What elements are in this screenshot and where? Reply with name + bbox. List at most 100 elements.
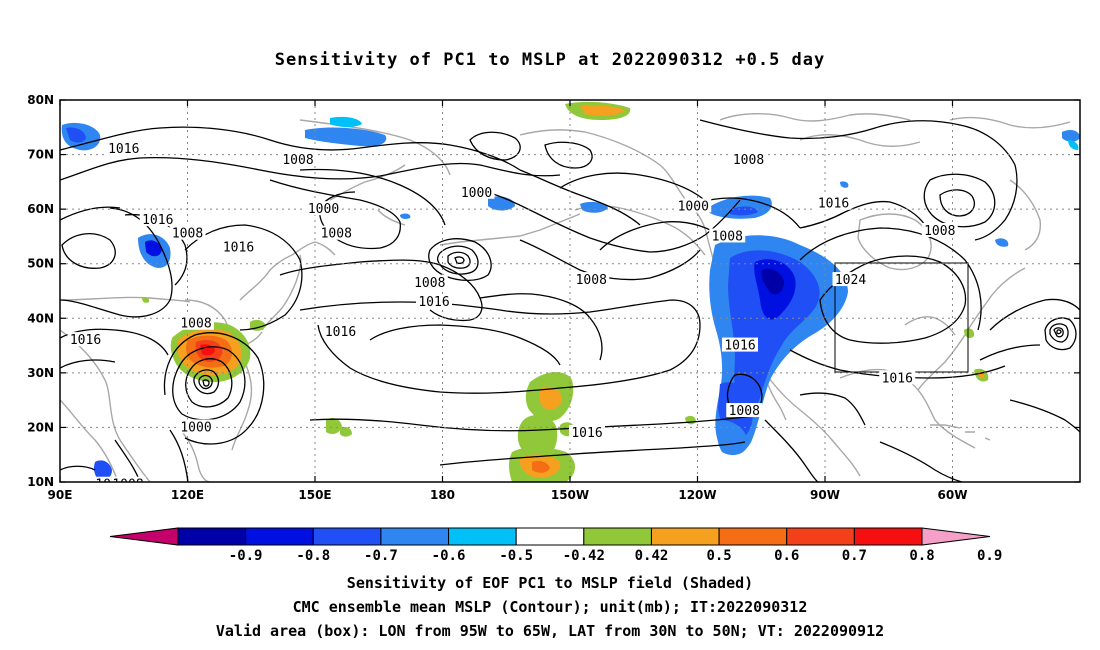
contour-label: 1008 — [172, 227, 203, 242]
contour-label-bg — [220, 239, 257, 254]
contour-label: 1000 — [678, 199, 709, 214]
contour-label-bg — [139, 212, 176, 227]
contour-label: 1016 — [418, 295, 449, 310]
lon-label: 90E — [48, 488, 73, 502]
contour-label: 1000 — [308, 202, 339, 217]
contour-label: 1016 — [142, 213, 173, 228]
colorbar-segment — [583, 527, 652, 546]
contour-label: 1016 — [882, 371, 913, 386]
contour-label: 1016 — [818, 197, 849, 212]
graticule — [60, 100, 1080, 482]
contour-label-bg — [318, 225, 355, 240]
contour-label-bg — [458, 184, 495, 199]
longitude-labels: 90E 120E 150E 180 150W 120W 90W 60W — [48, 488, 968, 502]
contour-label-bg — [67, 332, 104, 347]
contour-label-bg — [178, 315, 214, 330]
contour-label-bg — [722, 337, 758, 352]
colorbar-segment — [380, 527, 450, 546]
lon-label: 180 — [430, 488, 455, 502]
contour-label-bg — [730, 152, 767, 167]
colorbar-max-triangle — [921, 527, 991, 546]
colorbar-label: 0.9 — [977, 548, 1002, 564]
contour-label-bg — [709, 228, 746, 243]
colorbar-segment — [312, 527, 382, 546]
colorbar-label: -0.42 — [563, 548, 605, 564]
contour-label-bg — [169, 225, 206, 240]
colorbar-segment — [650, 527, 720, 546]
contour-label-bg — [110, 476, 146, 482]
colorbar-label: -0.9 — [229, 548, 263, 564]
colorbar-label: 0.6 — [774, 548, 799, 564]
colorbar-label: 0.5 — [706, 548, 731, 564]
caption-line-2: CMC ensemble mean MSLP (Contour); unit(m… — [292, 598, 808, 616]
caption-line-1: Sensitivity of EOF PC1 to MSLP field (Sh… — [346, 574, 754, 592]
colorbar-segment — [853, 527, 923, 546]
colorbar-label: -0.5 — [499, 548, 533, 564]
lat-label: 80N — [27, 93, 54, 107]
contour-label: 1008 — [414, 276, 445, 291]
lat-label: 30N — [27, 366, 54, 380]
shading — [61, 101, 1080, 482]
contour-label: 1016 — [571, 426, 602, 441]
lat-label: 50N — [27, 257, 54, 271]
contour-label: 1008 — [924, 224, 955, 239]
lon-label: 150W — [551, 488, 589, 502]
colorbar-segment — [245, 527, 314, 546]
colorbar-label: -0.7 — [364, 548, 398, 564]
lon-label: 120W — [678, 488, 716, 502]
contour-label: 1016 — [724, 339, 755, 354]
contour-label-bg — [815, 195, 852, 210]
contour-label: 1016 — [108, 142, 139, 157]
lon-label: 120E — [171, 488, 204, 502]
contour-label: 1016 — [325, 325, 356, 340]
lat-label: 20N — [27, 420, 54, 434]
lat-label: 10N — [27, 475, 54, 489]
latitude-labels: 80N 70N 60N 50N 40N 30N 20N 10N — [27, 93, 54, 489]
contour-label-bg — [178, 419, 214, 434]
map-title: Sensitivity of PC1 to MSLP at 2022090312… — [274, 50, 826, 70]
colorbar-segment — [786, 527, 855, 546]
lat-label: 60N — [27, 202, 54, 216]
colorbar-segment — [448, 527, 517, 546]
colorbar-label: -0.8 — [296, 548, 330, 564]
contour-label-bg — [105, 141, 142, 156]
contour-label-bg — [322, 323, 359, 338]
contour-label: 1016 — [223, 240, 254, 255]
colorbar-label: -0.6 — [432, 548, 466, 564]
map-area: 1016100810001008100810161008101610001008… — [60, 100, 1080, 493]
contour-label-bg — [726, 403, 763, 418]
lon-label: 150E — [298, 488, 331, 502]
colorbar-label: 0.7 — [842, 548, 867, 564]
contour-label-bg — [416, 293, 452, 308]
contour-label-bg — [879, 370, 916, 385]
contour-label: 1008 — [729, 404, 760, 419]
contour-label: 1008 — [576, 273, 607, 288]
colorbar-segment — [515, 527, 585, 546]
contour-label-bg — [411, 274, 448, 289]
contour-label: 1008 — [733, 153, 764, 168]
contour-label: 1024 — [835, 273, 866, 288]
axis-ticks — [59, 99, 1080, 483]
contour-label-bg — [305, 201, 342, 216]
contour-labels: 1016100810001008100810161008101610001008… — [67, 141, 958, 493]
contour-label-bg — [832, 272, 869, 287]
contour-label: 1000 — [461, 186, 492, 201]
contour-label: 1008 — [282, 153, 313, 168]
lat-label: 70N — [27, 148, 54, 162]
contour-label: 1008 — [321, 227, 352, 242]
caption-line-3: Valid area (box): LON from 95W to 65W, L… — [215, 622, 885, 640]
contour-label: 1008 — [712, 229, 743, 244]
lat-label: 40N — [27, 311, 54, 325]
contour-label-bg — [569, 424, 605, 439]
colorbar: -0.9 -0.8 -0.7 -0.6 -0.5 -0.42 0.42 0.5 0.6 0.7 0.… — [109, 527, 1002, 564]
lon-label: 90W — [810, 488, 840, 502]
lon-label: 60W — [938, 488, 968, 502]
contour-label-bg — [573, 272, 610, 287]
colorbar-label: 0.42 — [635, 548, 669, 564]
contour-label-bg — [675, 198, 712, 213]
contour-label: 1008 — [112, 478, 143, 493]
contour-label-bg — [921, 222, 958, 237]
contour-label-bg — [280, 152, 316, 167]
contour-label: 1000 — [180, 420, 211, 435]
